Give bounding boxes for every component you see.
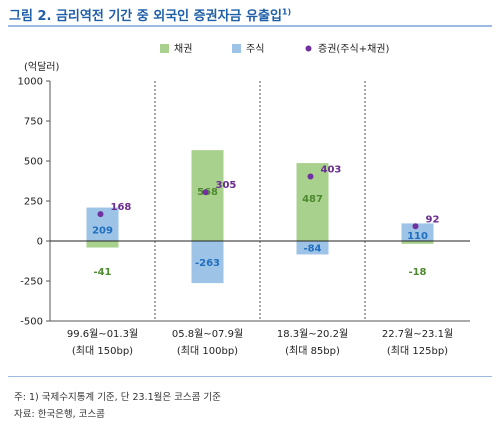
y-tick-label: 750	[24, 117, 43, 128]
bar-bond	[401, 241, 434, 244]
chart-title: 그림 2. 금리역전 기간 중 외국인 증권자금 유출입1)	[9, 7, 292, 24]
bar-stock	[191, 241, 224, 284]
footer-divider	[8, 376, 492, 377]
bar-stock	[401, 223, 434, 241]
data-label-bond: -18	[408, 267, 426, 278]
legend-marker	[305, 45, 312, 52]
x-tick-sublabel: (최대 125bp)	[387, 345, 448, 357]
x-tick-sublabel: (최대 150bp)	[72, 345, 133, 357]
data-label-total: 305	[216, 180, 237, 191]
legend-label: 주식	[246, 43, 264, 55]
footnote: 주: 1) 국제수지통계 기준, 단 23.1월은 코스콤 기준	[14, 392, 221, 403]
chart-area: (억달러)10007505002500-250-500-41209568-263…	[18, 43, 470, 357]
legend-swatch	[232, 44, 241, 53]
x-tick-sublabel: (최대 85bp)	[285, 345, 340, 357]
data-label-total: 168	[111, 202, 132, 213]
y-tick-label: -500	[20, 317, 43, 328]
data-label-bond: 487	[302, 194, 323, 205]
x-tick-label: 99.6월~01.3월	[67, 328, 138, 340]
legend-swatch	[160, 44, 169, 53]
data-label-stock: -263	[195, 258, 220, 269]
data-point-total	[202, 189, 209, 196]
y-tick-label: 1000	[18, 77, 43, 88]
data-label-total: 92	[426, 214, 440, 225]
bar-bond	[86, 241, 119, 248]
y-tick-label: -250	[20, 277, 43, 288]
data-label-stock: 209	[92, 225, 113, 236]
data-point-total	[307, 173, 314, 180]
data-point-total	[412, 223, 419, 230]
x-tick-label: 18.3월~20.2월	[277, 328, 348, 340]
data-label-stock: -84	[303, 244, 321, 255]
title-divider	[8, 25, 492, 27]
legend-label: 증권(주식+채권)	[318, 43, 389, 55]
data-label-stock: 110	[407, 231, 428, 242]
bar-bond	[191, 150, 224, 241]
bar-stock	[296, 241, 329, 255]
legend-label: 채권	[174, 43, 192, 55]
y-axis-label: (억달러)	[24, 61, 60, 73]
data-label-bond: -41	[93, 267, 111, 278]
x-tick-label: 22.7월~23.1월	[382, 328, 453, 340]
x-tick-sublabel: (최대 100bp)	[177, 345, 238, 357]
y-tick-label: 0	[37, 237, 43, 248]
data-label-total: 403	[321, 165, 342, 176]
source-note: 자료: 한국은행, 코스콤	[14, 409, 105, 420]
y-tick-label: 500	[24, 157, 43, 168]
y-tick-label: 250	[24, 197, 43, 208]
data-point-total	[97, 211, 104, 218]
x-tick-label: 05.8월~07.9월	[172, 328, 243, 340]
